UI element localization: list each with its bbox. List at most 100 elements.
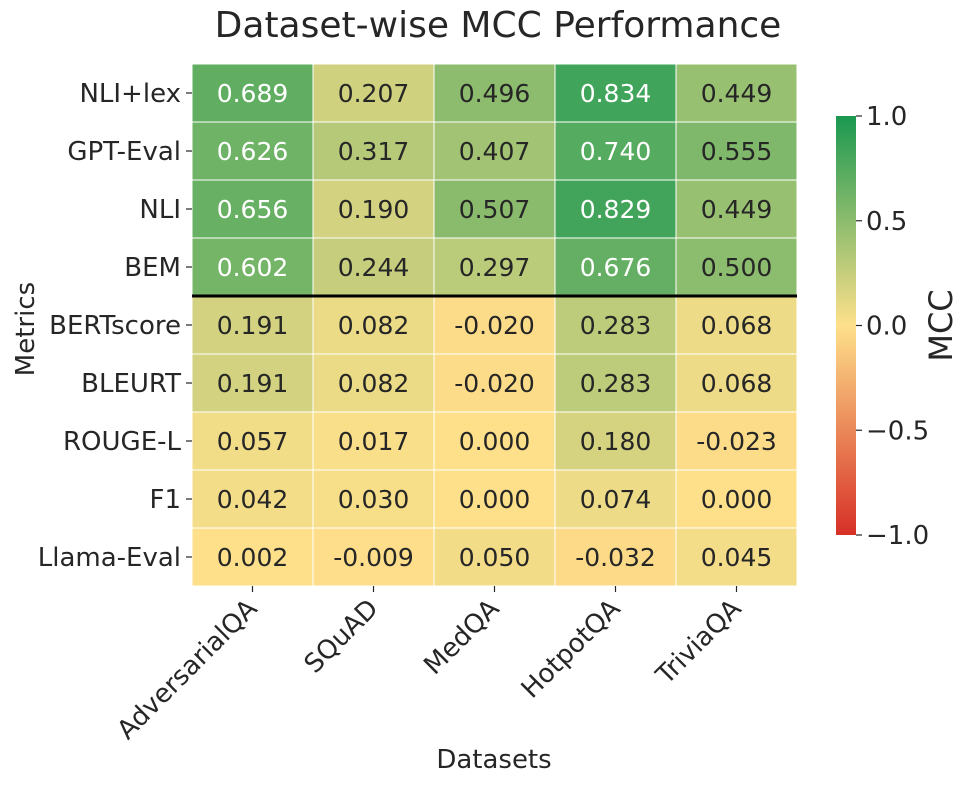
x-tick-label: TriviaQA	[650, 594, 748, 692]
cell-value-label: -0.023	[696, 427, 777, 456]
cell-value-label: 0.000	[701, 485, 773, 514]
heatmap-cell	[433, 179, 556, 239]
cell-value-label: 0.449	[701, 195, 773, 224]
heatmap-cell	[312, 527, 435, 587]
chart-title: Dataset-wise MCC Performance	[215, 5, 782, 46]
y-tick-label: NLI+lex	[79, 79, 181, 109]
heatmap-cell	[433, 469, 556, 529]
cell-value-label: 0.191	[217, 311, 289, 340]
cell-value-label: -0.032	[575, 543, 656, 572]
cell-value-label: 0.057	[217, 427, 289, 456]
cell-value-label: 0.042	[217, 485, 289, 514]
colorbar: 1.0 0.5 0.0 −0.5 −1.0 MCC	[836, 102, 960, 551]
heatmap-cell	[433, 121, 556, 181]
heatmap-cell	[675, 527, 798, 587]
y-tick-label: Llama-Eval	[38, 543, 181, 573]
heatmap-cell	[433, 527, 556, 587]
heatmap-cell	[554, 237, 677, 297]
y-tick-label: BERTscore	[49, 311, 181, 341]
cell-value-label: 0.500	[701, 253, 773, 282]
cell-value-label: 0.068	[701, 311, 773, 340]
heatmap-cell	[675, 411, 798, 471]
heatmap-cell	[433, 295, 556, 355]
heatmap-cell	[554, 353, 677, 413]
heatmap-cell	[191, 469, 314, 529]
cell-value-label: 0.676	[580, 253, 652, 282]
heatmap-cell	[433, 237, 556, 297]
cell-value-label: 0.283	[580, 311, 652, 340]
y-tick-label: BEM	[124, 253, 181, 283]
heatmap-cell	[191, 63, 314, 123]
x-tick-label: MedQA	[418, 594, 505, 681]
cell-value-label: 0.074	[580, 485, 652, 514]
cell-value-label: 0.689	[217, 79, 289, 108]
cell-value-label: 0.082	[338, 369, 410, 398]
heatmap-cell	[675, 237, 798, 297]
colorbar-tick-label: 1.0	[866, 102, 907, 132]
colorbar-tick-label: 0.0	[866, 312, 907, 342]
cell-value-label: 0.045	[701, 543, 773, 572]
colorbar-tick-label: 0.5	[866, 207, 907, 237]
cell-value-label: 0.317	[338, 137, 410, 166]
cell-value-label: 0.000	[459, 485, 531, 514]
cell-value-label: 0.191	[217, 369, 289, 398]
heatmap-cell	[191, 411, 314, 471]
y-tick-label: F1	[150, 485, 182, 515]
cell-value-label: 0.180	[580, 427, 652, 456]
heatmap-cell	[312, 353, 435, 413]
cell-value-label: 0.656	[217, 195, 289, 224]
heatmap-cell	[675, 121, 798, 181]
y-axis-title: Metrics	[11, 282, 41, 376]
colorbar-gradient	[836, 116, 856, 535]
heatmap-cells: 0.689 0.207 0.496 0.834 0.449 0.626 0.317 0.407…	[191, 63, 798, 587]
cell-value-label: 0.626	[217, 137, 289, 166]
x-tick-label: AdversarialQA	[112, 594, 264, 746]
colorbar-tick-label: −0.5	[866, 416, 929, 446]
cell-value-label: 0.829	[580, 195, 652, 224]
heatmap-cell	[675, 63, 798, 123]
cell-value-label: 0.297	[459, 253, 531, 282]
y-tick-label: NLI	[139, 195, 181, 225]
cell-value-label: 0.000	[459, 427, 531, 456]
cell-value-label: 0.740	[580, 137, 652, 166]
cell-value-label: 0.207	[338, 79, 410, 108]
cell-value-label: 0.082	[338, 311, 410, 340]
y-axis-ticks: NLI+lex GPT-Eval NLI BEM BERTscore BLEURT ROUG…	[38, 79, 192, 573]
cell-value-label: 0.244	[338, 253, 410, 282]
x-tick-label: SQuAD	[299, 594, 385, 680]
heatmap-cell	[312, 63, 435, 123]
y-tick-label: GPT-Eval	[67, 137, 181, 167]
cell-value-label: 0.555	[701, 137, 773, 166]
heatmap-cell	[554, 63, 677, 123]
cell-value-label: 0.002	[217, 543, 289, 572]
cell-value-label: 0.496	[459, 79, 531, 108]
cell-value-label: 0.602	[217, 253, 289, 282]
heatmap-cell	[191, 295, 314, 355]
y-tick-label: BLEURT	[81, 369, 181, 399]
cell-value-label: -0.009	[333, 543, 414, 572]
x-axis-ticks: AdversarialQA SQuAD MedQA HotpotQA TriviaQA	[112, 586, 748, 746]
cell-value-label: 0.190	[338, 195, 410, 224]
heatmap-cell	[675, 353, 798, 413]
cell-value-label: 0.834	[580, 79, 652, 108]
heatmap-cell	[675, 295, 798, 355]
heatmap-cell	[675, 179, 798, 239]
cell-value-label: 0.050	[459, 543, 531, 572]
cell-value-label: 0.017	[338, 427, 410, 456]
cell-value-label: -0.020	[454, 369, 535, 398]
heatmap-cell	[433, 353, 556, 413]
colorbar-title: MCC	[922, 289, 960, 361]
x-axis-title: Datasets	[436, 745, 551, 775]
heatmap-cell	[675, 469, 798, 529]
heatmap-cell	[312, 469, 435, 529]
heatmap-cell	[433, 63, 556, 123]
heatmap-cell	[312, 237, 435, 297]
cell-value-label: 0.449	[701, 79, 773, 108]
cell-value-label: 0.407	[459, 137, 531, 166]
cell-value-label: 0.068	[701, 369, 773, 398]
colorbar-tick-label: −1.0	[866, 521, 929, 551]
heatmap-cell	[554, 469, 677, 529]
x-tick-label: HotpotQA	[516, 594, 627, 705]
y-tick-label: ROUGE-L	[63, 427, 182, 457]
